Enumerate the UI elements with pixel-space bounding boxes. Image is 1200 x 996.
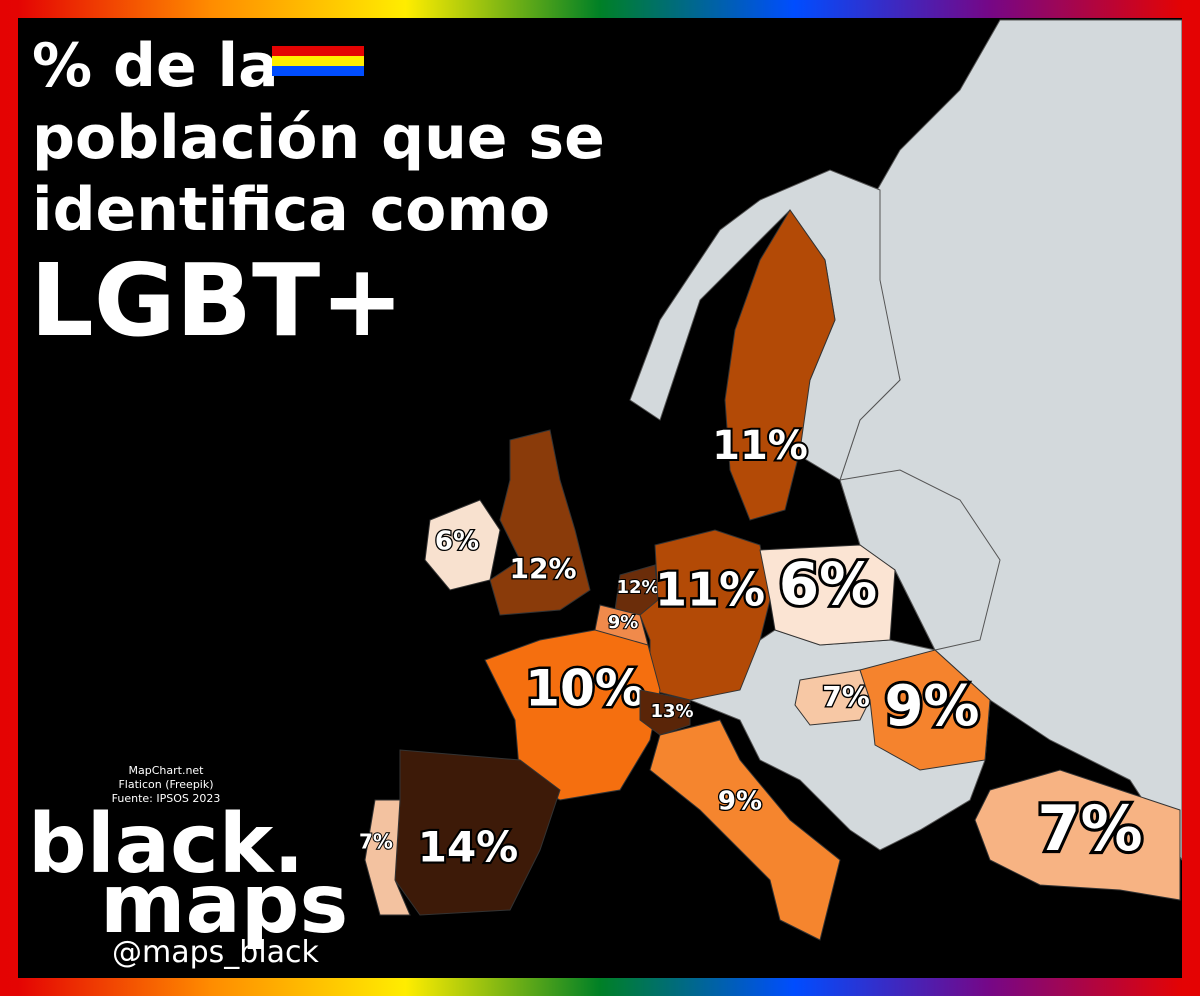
page: 11% 12% 6% 12% 9% 11% 6% 10% 13% 14% 7% 9% 7% 9% 7% % …	[0, 0, 1200, 996]
rainbow-frame	[0, 0, 1200, 996]
